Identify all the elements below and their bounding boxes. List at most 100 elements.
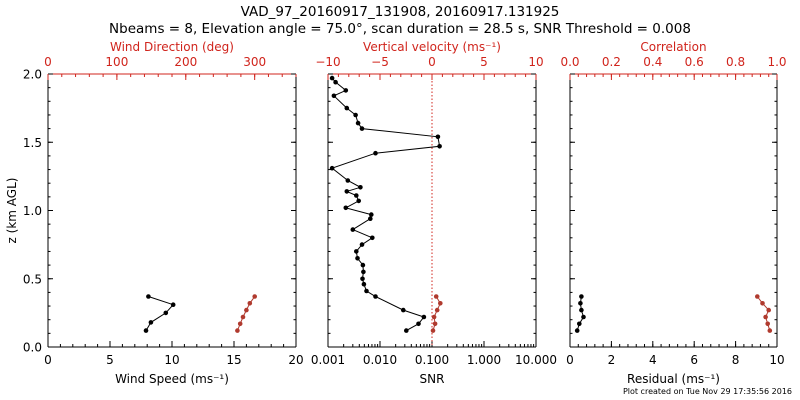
x2-axis-title: Correlation <box>640 40 706 54</box>
panel-middle-data-point-black <box>333 79 338 85</box>
x-tick-label: 15 <box>226 353 241 367</box>
x2-tick-label: 0.2 <box>602 55 621 69</box>
panel-middle-data-point-black <box>416 321 421 327</box>
x2-tick-label: 5 <box>480 55 488 69</box>
panel-middle-data-point-black <box>369 212 374 217</box>
x-axis-title: SNR <box>420 372 445 386</box>
x-axis-title: Residual (ms⁻¹) <box>627 372 720 386</box>
x-tick-label: 20 <box>288 353 303 367</box>
panel-left-data-point-red <box>235 328 240 333</box>
panel-middle-data-point-black <box>345 178 351 183</box>
x2-tick-label: −5 <box>371 55 389 69</box>
panel-right-data-point-black <box>577 321 582 327</box>
x-tick-label: 4 <box>649 353 657 367</box>
x2-tick-label: 0.6 <box>685 55 704 69</box>
panel-middle-data-point-black <box>356 198 362 204</box>
panel-middle-data-point-black <box>421 314 427 320</box>
y-tick-label: 0.0 <box>23 341 42 355</box>
panel-middle-data-point-black <box>364 288 369 294</box>
x-tick-label: 0 <box>44 353 52 367</box>
panel-middle-data-point-black <box>331 93 337 99</box>
panel-middle-data-point-black <box>329 75 335 81</box>
panel-middle-data-point-red <box>430 328 436 333</box>
panel-middle-data-point-black <box>355 120 361 126</box>
panel-middle-series-red <box>430 294 443 333</box>
panel-middle-data-point-black <box>358 185 363 190</box>
panel-left-data-point-black <box>163 310 169 316</box>
panel-left-data-point-black <box>143 328 149 333</box>
x-tick-label: 5 <box>106 353 114 367</box>
x2-tick-label: 0.8 <box>726 55 745 69</box>
x2-tick-label: 10 <box>528 55 543 69</box>
x2-tick-label: 0.4 <box>643 55 662 69</box>
panel-right-data-point-black <box>579 307 584 313</box>
panel-right-data-point-black <box>579 294 584 299</box>
y-axis-title: z (km AGL) <box>5 178 19 244</box>
panel-middle-data-point-black <box>354 193 359 198</box>
panel-middle-data-point-red <box>438 301 443 306</box>
panel-right-series-red <box>755 294 773 333</box>
x-tick-label: 1.000 <box>467 353 501 367</box>
x2-tick-label: 0.0 <box>560 55 579 69</box>
x-tick-label: 0.010 <box>363 353 397 367</box>
panel-middle-data-point-black <box>368 216 373 221</box>
panel-left-data-point-black <box>170 302 176 308</box>
panel-middle-data-point-black <box>401 307 406 313</box>
panel-middle-data-point-black <box>435 134 441 140</box>
panel-left-series-line-black <box>145 296 175 331</box>
x2-tick-label: 0 <box>428 55 436 69</box>
panel-middle-data-point-black <box>360 262 366 268</box>
panel-middle-series-line-black <box>331 77 441 332</box>
panel-right-data-point-red <box>755 294 760 299</box>
panel-middle-data-point-red <box>434 307 440 313</box>
panel-left-data-point-red <box>252 294 257 299</box>
x2-tick-label: 300 <box>243 55 266 69</box>
y-tick-label: 0.5 <box>23 272 42 286</box>
x2-tick-label: 1.0 <box>767 55 786 69</box>
panel-middle-data-point-black <box>404 328 409 333</box>
panel-right-data-point-black <box>574 328 580 333</box>
x2-tick-label: 100 <box>105 55 128 69</box>
panel-left-data-point-red <box>240 314 246 320</box>
x-tick-label: 10 <box>164 353 179 367</box>
x-axis-title: Wind Speed (ms⁻¹) <box>115 372 229 386</box>
panel-left-data-point-red <box>237 321 243 327</box>
panel-right-data-point-red <box>763 314 768 320</box>
panel-middle-data-point-black <box>344 189 350 194</box>
chart-subtitle: Nbeams = 8, Elevation angle = 75.0°, sca… <box>109 21 691 37</box>
x2-tick-label: −10 <box>315 55 340 69</box>
y-tick-label: 1.5 <box>23 136 42 150</box>
y-tick-label: 2.0 <box>23 68 42 82</box>
x-tick-label: 0 <box>566 353 574 367</box>
x-tick-label: 0.100 <box>415 353 449 367</box>
panel-left-data-point-red <box>247 301 253 306</box>
panel-middle-data-point-black <box>354 249 359 254</box>
x-tick-label: 8 <box>732 353 740 367</box>
panel-middle-data-point-black <box>359 242 365 247</box>
panel-middle-data-point-black <box>360 276 365 282</box>
panel-middle-data-point-black <box>343 205 349 211</box>
x-tick-label: 0.001 <box>311 353 345 367</box>
panel-middle-data-point-black <box>361 269 366 275</box>
panel-right-data-point-red <box>766 307 771 313</box>
x2-axis-title: Vertical velocity (ms⁻¹) <box>363 40 501 54</box>
panel-middle-data-point-black <box>373 294 378 299</box>
panel-middle-data-point-black <box>329 165 335 171</box>
x2-tick-label: 200 <box>174 55 197 69</box>
x-tick-label: 2 <box>608 353 616 367</box>
chart-title: VAD_97_20160917_131908, 20160917.131925 <box>240 4 560 20</box>
panel-middle-series-black <box>329 75 442 333</box>
x-tick-label: 10 <box>769 353 784 367</box>
panel-right-series-black <box>574 294 586 333</box>
panel-middle-data-point-red <box>432 321 438 327</box>
panel-middle-data-point-black <box>373 150 378 156</box>
panel-middle-data-point-black <box>370 235 375 241</box>
panel-right-data-point-black <box>581 314 586 320</box>
panel-middle-data-point-black <box>355 255 360 261</box>
panel-middle-data-point-black <box>350 227 356 232</box>
x2-tick-label: 0 <box>44 55 52 69</box>
panel-left-series-red <box>235 294 257 333</box>
x2-axis-title: Wind Direction (deg) <box>110 40 234 54</box>
panel-right-data-point-red <box>767 328 773 333</box>
panel-right-data-point-red <box>765 321 770 327</box>
